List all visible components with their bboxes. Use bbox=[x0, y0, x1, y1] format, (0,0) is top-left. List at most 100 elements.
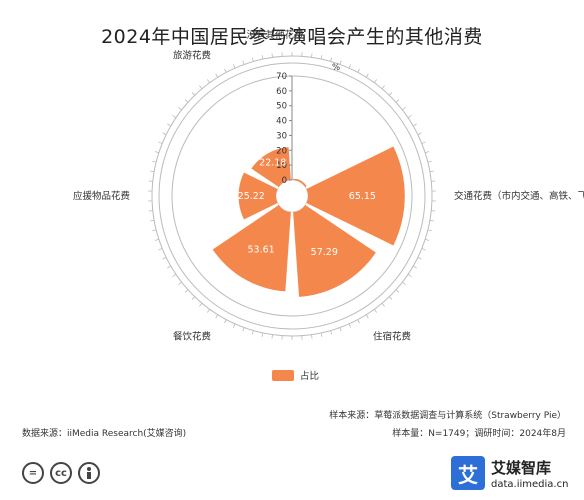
ring-tick bbox=[152, 160, 157, 163]
category-label-5: 旅游花费 bbox=[173, 50, 211, 62]
ring-tick bbox=[172, 273, 177, 277]
ring-tick bbox=[207, 79, 211, 83]
person-icon bbox=[78, 462, 100, 484]
radial-tick-label: 30 bbox=[276, 131, 287, 141]
ring-tick bbox=[417, 257, 422, 260]
ring-tick bbox=[199, 302, 203, 307]
grid-ring bbox=[158, 62, 426, 330]
ring-tick bbox=[330, 57, 333, 62]
ring-tick bbox=[215, 73, 219, 78]
sample-source: 样本来源：草莓派数据调查与计算系统（Strawberry Pie） bbox=[329, 411, 566, 421]
radial-tick-label: 40 bbox=[276, 117, 287, 127]
polar-grid bbox=[148, 52, 436, 340]
unit-label: % bbox=[332, 63, 340, 73]
ring-tick bbox=[271, 334, 273, 339]
ring-tick bbox=[373, 79, 377, 83]
ring-tick bbox=[154, 151, 159, 154]
ring-tick bbox=[388, 92, 393, 96]
ring-tick bbox=[381, 302, 385, 307]
ring-tick bbox=[162, 257, 167, 260]
data-label-0: 1.14 bbox=[293, 171, 314, 182]
ring-tick bbox=[261, 55, 264, 60]
ring-tick bbox=[402, 281, 406, 285]
legend-swatch bbox=[272, 369, 294, 381]
license-icons: = cc bbox=[22, 462, 100, 484]
ring-tick bbox=[184, 99, 189, 103]
ring-tick bbox=[215, 314, 219, 319]
cc-icon: cc bbox=[50, 462, 72, 484]
category-label-3: 餐饮花费 bbox=[173, 330, 211, 342]
ring-tick bbox=[425, 151, 430, 154]
data-source: 数据来源：iiMedia Research(艾媒咨询) bbox=[22, 429, 187, 439]
ring-tick bbox=[395, 99, 400, 103]
ring-tick bbox=[158, 141, 163, 144]
ring-tick bbox=[427, 229, 432, 232]
data-label-5: 22.18 bbox=[259, 158, 286, 169]
ring-tick bbox=[373, 309, 377, 313]
ring-tick bbox=[311, 53, 313, 58]
brand: 艾 艾媒智库 data.iimedia.cn bbox=[451, 456, 568, 490]
chart-title: 2024年中国居民参与演唱会产生的其他消费 bbox=[101, 26, 483, 48]
legend: 占比 bbox=[272, 368, 319, 382]
ring-tick bbox=[395, 289, 400, 293]
ring-tick bbox=[158, 248, 163, 251]
ring-tick bbox=[242, 60, 245, 65]
ring-tick bbox=[242, 327, 245, 332]
category-label-4: 应援物品花费 bbox=[73, 190, 130, 202]
ring-tick bbox=[339, 60, 342, 65]
radial-tick-label: 70 bbox=[276, 72, 287, 82]
ring-tick bbox=[152, 229, 157, 232]
ring-tick bbox=[421, 141, 426, 144]
bar-5 bbox=[251, 147, 291, 188]
data-label-1: 65.15 bbox=[349, 191, 376, 202]
radial-axis: 0 10 20 30 40 50 60 70% bbox=[276, 63, 340, 186]
ring-tick bbox=[417, 132, 422, 135]
radial-tick-label: 20 bbox=[276, 146, 287, 156]
bar-series bbox=[212, 146, 405, 297]
ring-tick bbox=[429, 170, 434, 173]
ring-tick bbox=[429, 219, 434, 222]
ring-tick bbox=[184, 289, 189, 293]
ring-tick bbox=[271, 53, 273, 58]
bar-0 bbox=[293, 178, 307, 188]
ring-tick bbox=[178, 281, 182, 285]
ring-tick bbox=[251, 57, 254, 62]
radial-tick-label: 10 bbox=[276, 161, 287, 171]
category-label-0: 没有其他花费 bbox=[247, 29, 304, 41]
category-label-2: 住宿花费 bbox=[373, 330, 411, 342]
ring-tick bbox=[421, 248, 426, 251]
ring-tick bbox=[365, 73, 369, 78]
ring-tick bbox=[224, 68, 227, 73]
ring-tick bbox=[191, 92, 196, 96]
ring-tick bbox=[199, 85, 203, 90]
ring-tick bbox=[172, 115, 177, 119]
ring-tick bbox=[233, 323, 236, 328]
ring-tick bbox=[357, 319, 360, 324]
equals-icon: = bbox=[22, 462, 44, 484]
data-label-2: 57.29 bbox=[311, 247, 338, 258]
ring-tick bbox=[191, 296, 196, 300]
ring-tick bbox=[407, 273, 412, 277]
ring-tick bbox=[348, 323, 351, 328]
ring-tick bbox=[167, 123, 171, 127]
data-labels: 1.14 65.15 57.29 53.61 25.22 22.18 bbox=[238, 158, 376, 258]
ring-tick bbox=[357, 68, 360, 73]
brand-name: 艾媒智库 bbox=[491, 458, 552, 477]
ring-tick bbox=[388, 296, 393, 300]
ring-tick bbox=[427, 160, 432, 163]
ring-tick bbox=[233, 64, 236, 69]
ring-tick bbox=[320, 332, 323, 337]
data-label-4: 25.22 bbox=[238, 191, 265, 202]
legend-label: 占比 bbox=[300, 371, 320, 382]
ring-tick bbox=[261, 332, 264, 337]
brand-logo: 艾 bbox=[451, 456, 485, 490]
ring-tick bbox=[330, 330, 333, 335]
brand-url: data.iimedia.cn bbox=[491, 478, 569, 490]
sample-size: 样本量：N=1749；调研时间：2024年8月 bbox=[392, 429, 566, 439]
ring-tick bbox=[339, 327, 342, 332]
ring-tick bbox=[154, 238, 159, 241]
ring-tick bbox=[407, 115, 412, 119]
ring-tick bbox=[365, 314, 369, 319]
